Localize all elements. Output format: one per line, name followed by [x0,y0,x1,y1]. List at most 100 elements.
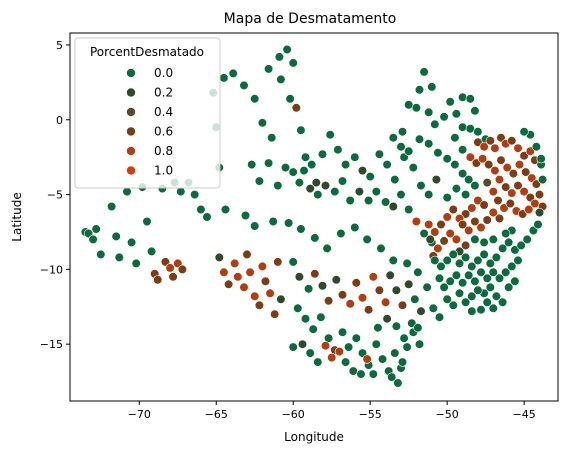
data-point [525,205,534,214]
data-point [506,199,515,208]
data-point [123,187,132,196]
data-point [424,220,433,229]
data-point [107,202,116,211]
data-point [537,154,546,163]
data-point [115,253,124,262]
data-point [344,343,353,352]
data-point [97,250,106,259]
data-point [331,187,340,196]
data-point [509,169,518,178]
data-point [477,223,486,232]
data-point [337,229,346,238]
data-point [294,304,303,313]
data-point [301,314,310,323]
data-point [404,205,413,214]
data-point [534,220,543,229]
data-point [431,120,440,129]
data-point [89,235,98,244]
legend-marker [127,108,136,117]
data-point [492,253,501,262]
data-point [295,273,304,282]
data-point [420,68,429,77]
data-point [323,244,332,253]
data-point [220,74,229,83]
data-point [274,181,283,190]
data-point [440,113,449,122]
data-point [366,172,375,181]
data-point [169,273,178,282]
data-point [437,220,446,229]
data-point [297,126,306,135]
data-point [286,95,295,104]
data-point [474,127,483,136]
data-point [306,349,315,358]
data-point [514,256,523,265]
data-point [346,300,355,309]
data-point [311,234,320,243]
data-point [317,313,326,322]
data-point [501,229,510,238]
data-point [143,217,152,226]
legend-title: PorcentDesmatado [90,45,204,59]
data-point [261,277,270,286]
data-point [514,144,523,153]
data-point [375,286,384,295]
data-point [398,358,407,367]
data-point [255,301,264,310]
data-point [451,160,460,169]
data-point [389,133,398,142]
data-point [477,305,486,314]
legend-marker [127,127,136,136]
data-point [351,223,360,232]
data-point [289,343,298,352]
data-point [497,156,506,165]
data-point [461,190,470,199]
data-point [392,322,401,331]
legend-label: 0.6 [154,125,173,139]
legend-box [75,38,220,188]
data-point [240,283,249,292]
data-point [398,127,407,136]
x-axis-ticks: −70 −65 −60 −55 −50 −45 [128,401,536,421]
data-point [306,184,315,193]
data-point [389,256,398,265]
data-point [190,190,199,199]
data-point [364,196,373,205]
legend-marker [127,166,136,175]
data-point [349,367,358,376]
data-point [429,304,438,313]
data-point [397,142,406,151]
data-point [511,277,520,286]
data-point [443,213,452,222]
data-point [338,291,347,300]
data-point [491,166,500,175]
data-point [375,150,384,159]
data-point [297,225,306,234]
data-point [266,289,275,298]
data-point [435,313,444,322]
data-point [424,139,433,148]
data-point [480,250,489,259]
data-point [415,86,424,95]
data-point [434,244,443,253]
data-point [495,175,504,184]
data-point [258,119,267,128]
data-point [269,217,278,226]
data-point [321,341,330,350]
data-point [394,379,403,388]
data-point [250,292,259,301]
data-point [270,310,279,319]
data-point [423,283,432,292]
data-point [468,307,477,316]
data-point [417,181,426,190]
y-axis-ticks: 50−5−10−15 [40,39,70,351]
data-point [247,160,256,169]
legend-label: 0.0 [154,66,173,80]
data-point [246,268,255,277]
data-point [274,258,283,267]
data-point [461,253,470,262]
data-point [334,145,343,154]
data-point [283,45,292,54]
data-point [352,334,361,343]
data-point [381,198,390,207]
